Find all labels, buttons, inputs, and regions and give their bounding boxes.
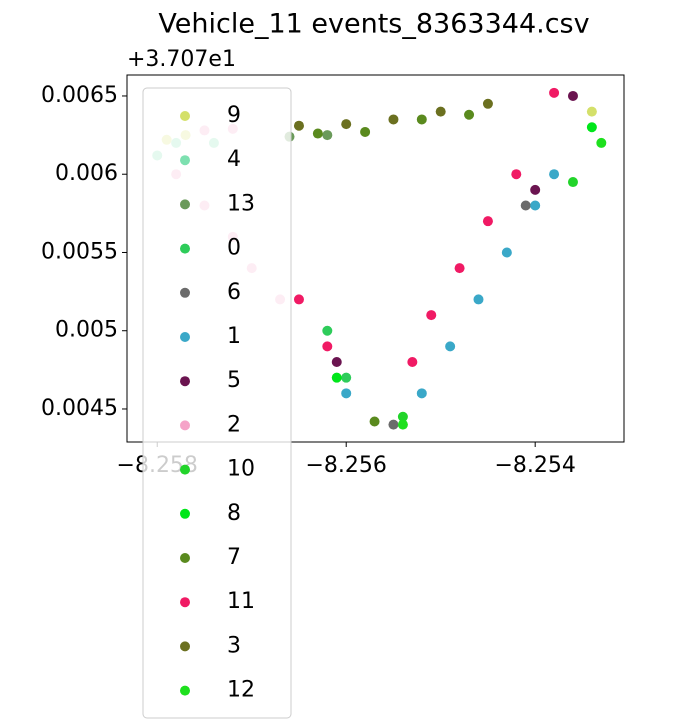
point — [322, 325, 333, 336]
point — [530, 200, 541, 211]
legend-label: 10 — [227, 457, 255, 482]
point — [369, 416, 380, 427]
point — [331, 372, 342, 383]
x-tick-label: −8.256 — [305, 453, 386, 478]
legend-label: 2 — [227, 412, 241, 437]
point — [341, 372, 352, 383]
legend-label: 3 — [227, 633, 241, 658]
point — [596, 137, 607, 148]
legend-label: 13 — [227, 191, 255, 216]
point — [520, 200, 531, 211]
legend-marker — [180, 287, 190, 298]
legend-marker — [180, 597, 190, 608]
legend-marker — [180, 155, 190, 166]
point — [501, 247, 512, 258]
legend-label: 1 — [227, 324, 241, 349]
y-offset-text: +3.707e1 — [127, 47, 236, 72]
legend-label: 8 — [227, 501, 241, 526]
point — [567, 90, 578, 101]
point — [322, 130, 333, 141]
legend-label: 7 — [227, 545, 241, 570]
point — [426, 310, 437, 321]
legend-label: 0 — [227, 236, 241, 261]
legend-label: 9 — [227, 103, 241, 128]
point — [530, 184, 541, 195]
point — [407, 357, 418, 368]
legend-marker — [180, 420, 190, 431]
legend-marker — [180, 376, 190, 387]
point — [397, 411, 408, 422]
legend-box — [142, 87, 292, 719]
point — [435, 106, 446, 117]
point — [312, 128, 323, 139]
point — [416, 114, 427, 125]
point — [388, 114, 399, 125]
point — [341, 119, 352, 130]
legend-marker — [180, 508, 190, 519]
x-tick-label: −8.254 — [494, 453, 575, 478]
legend-label: 5 — [227, 368, 241, 393]
legend-label: 12 — [227, 678, 255, 703]
point — [360, 126, 371, 137]
point — [445, 341, 456, 352]
y-tick-label: 0.0065 — [41, 83, 118, 108]
y-tick-label: 0.006 — [55, 161, 118, 186]
point — [388, 419, 399, 430]
point — [293, 120, 304, 131]
legend-marker — [180, 553, 190, 563]
y-tick-label: 0.005 — [55, 318, 118, 343]
legend-label: 4 — [227, 147, 241, 172]
legend-marker — [180, 685, 190, 696]
chart-title: Vehicle_11 events_8363344.csv — [158, 9, 589, 40]
point — [586, 106, 597, 117]
point — [586, 122, 597, 133]
point — [331, 357, 342, 368]
point — [416, 388, 427, 399]
point — [482, 216, 493, 227]
legend-marker — [180, 243, 190, 254]
legend-marker — [180, 464, 190, 475]
legend-marker — [180, 199, 190, 210]
y-tick-label: 0.0055 — [41, 239, 118, 264]
legend-marker — [180, 111, 190, 121]
point — [293, 294, 304, 305]
point — [473, 294, 484, 305]
point — [482, 98, 493, 109]
point — [464, 109, 475, 120]
point — [322, 341, 333, 352]
legend-label: 11 — [227, 589, 255, 614]
legend-label: 6 — [227, 280, 241, 305]
legend-marker — [180, 332, 190, 342]
plot-frame — [126, 74, 625, 443]
point — [511, 169, 522, 180]
point — [567, 177, 578, 188]
point — [341, 388, 352, 399]
point — [397, 419, 408, 430]
point — [549, 169, 560, 180]
y-tick-label: 0.0045 — [41, 396, 118, 421]
legend-marker — [180, 641, 190, 652]
point — [549, 87, 560, 98]
point — [454, 263, 465, 274]
